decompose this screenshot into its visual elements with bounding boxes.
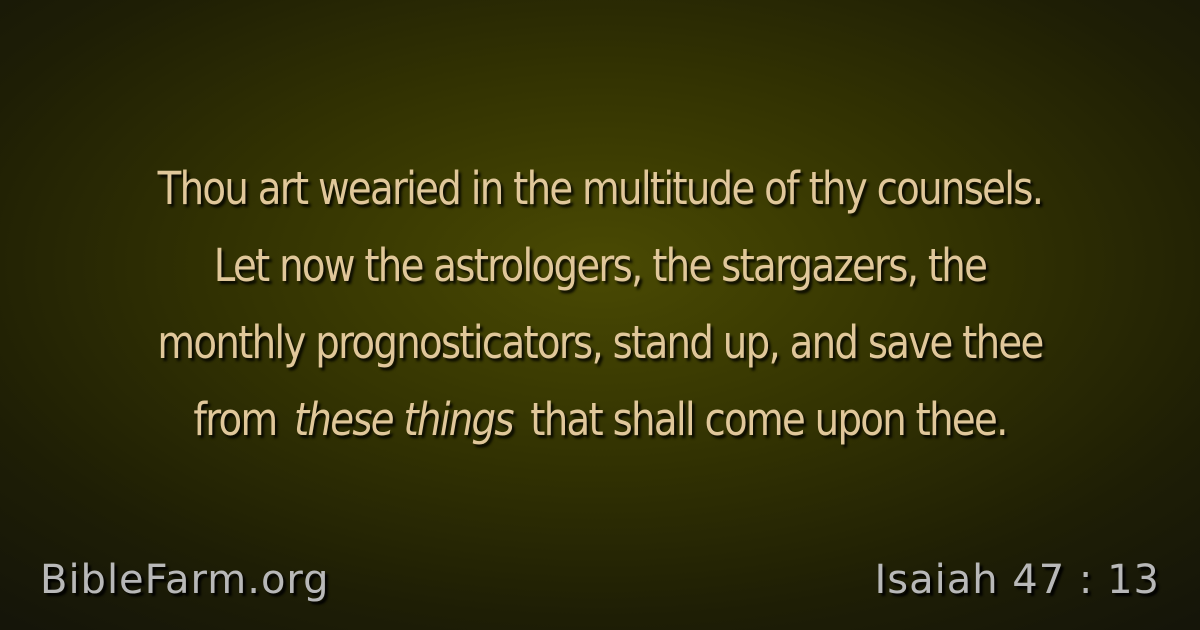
verse-line-4: from these things that shall come upon t… <box>118 381 1081 458</box>
verse-reference: Isaiah 47 : 13 <box>874 557 1160 603</box>
verse-line-4-start: from <box>193 393 278 446</box>
site-watermark: BibleFarm.org <box>40 557 330 603</box>
verse-italic-phrase: these things <box>293 393 515 446</box>
verse-line-1: Thou art wearied in the multitude of thy… <box>157 162 1044 215</box>
verse-line-2: Let now the astrologers, the stargazers,… <box>213 239 988 292</box>
verse-line-4-end: that shall come upon thee. <box>530 393 1008 446</box>
verse-text: Thou art wearied in the multitude of thy… <box>118 150 1081 458</box>
verse-line-3: monthly prognosticators, stand up, and s… <box>157 316 1044 369</box>
